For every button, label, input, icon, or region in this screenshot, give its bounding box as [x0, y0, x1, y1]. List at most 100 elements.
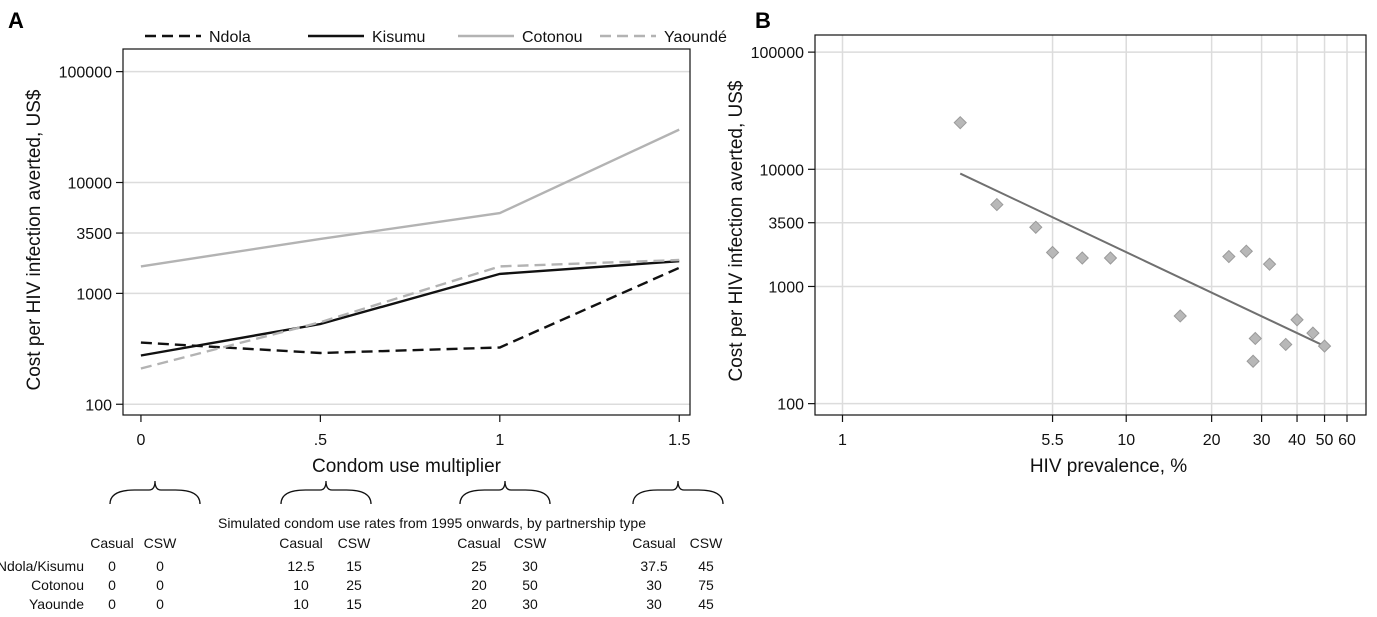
- x-tick-label: 20: [1203, 432, 1221, 449]
- table-cell: 20: [471, 577, 487, 593]
- data-point: [1290, 313, 1304, 327]
- panel-a-letter: A: [8, 8, 24, 33]
- table-cell: 0: [108, 577, 116, 593]
- col-header-csw: CSW: [514, 535, 547, 551]
- series-line-cotonou: [140, 128, 680, 268]
- data-point: [1248, 331, 1262, 346]
- x-tick-label: 10: [1117, 432, 1135, 449]
- condom-use-table: Simulated condom use rates from 1995 onw…: [0, 480, 724, 612]
- table-caption: Simulated condom use rates from 1995 onw…: [218, 515, 646, 531]
- y-axis-title: Cost per HIV infection averted, US$: [24, 89, 45, 390]
- x-tick-label: 1.5: [668, 432, 690, 449]
- legend: Ndola Kisumu Cotonou Yaoundé: [145, 29, 727, 46]
- x-tick-label: 60: [1338, 432, 1356, 449]
- table-cell: 30: [646, 596, 662, 612]
- table-cell: 0: [156, 596, 164, 612]
- col-header-casual: Casual: [632, 535, 676, 551]
- table-cell: 25: [471, 558, 487, 574]
- fit-line: [959, 172, 1325, 347]
- col-header-csw: CSW: [338, 535, 371, 551]
- data-point: [1262, 257, 1277, 271]
- panel-b-chart: 100 1000 3500 10000 100000 1 5.5 10 20 30 40 50 60 HI…: [726, 34, 1367, 477]
- x-tick-label: 30: [1253, 432, 1271, 449]
- row-label: Yaounde: [29, 596, 84, 612]
- table-cell: 15: [346, 596, 362, 612]
- col-header-csw: CSW: [144, 535, 177, 551]
- data-point: [1239, 244, 1254, 258]
- series-line-ndola: [140, 266, 680, 355]
- group-brace: [109, 480, 201, 505]
- table-cell: 15: [346, 558, 362, 574]
- data-point: [1317, 339, 1332, 353]
- data-point: [1029, 220, 1043, 234]
- x-tick-label: 40: [1288, 432, 1306, 449]
- table-cell: 37.5: [640, 558, 667, 574]
- legend-label: Ndola: [209, 29, 251, 46]
- row-label: Ndola/Kisumu: [0, 558, 84, 574]
- y-tick-label: 1000: [768, 279, 804, 296]
- row-label: Cotonou: [31, 577, 84, 593]
- group-brace: [632, 480, 724, 505]
- data-point: [1103, 251, 1118, 265]
- y-axis-title: Cost per HIV infection averted, US$: [726, 80, 747, 381]
- plot-frame-a: [122, 48, 691, 416]
- y-tick-label: 100: [85, 397, 112, 414]
- table-cell: 0: [156, 577, 164, 593]
- group-brace: [280, 480, 372, 505]
- table-cell: 0: [156, 558, 164, 574]
- x-axis-title: HIV prevalence, %: [1030, 456, 1187, 477]
- y-tick-label: 1000: [76, 286, 112, 303]
- table-cell: 10: [293, 596, 309, 612]
- legend-label: Yaoundé: [664, 29, 727, 46]
- y-tick-label: 10000: [68, 176, 113, 193]
- x-tick-label: 5.5: [1041, 432, 1063, 449]
- y-tick-label: 100000: [59, 65, 112, 82]
- table-cell: 0: [108, 596, 116, 612]
- data-point: [1075, 251, 1089, 265]
- table-cell: 75: [698, 577, 714, 593]
- col-header-casual: Casual: [457, 535, 501, 551]
- x-tick-label: 50: [1316, 432, 1334, 449]
- panel-a-chart: 100 1000 3500 10000 100000 0 .5 1 1.5 Condom use …: [24, 48, 691, 477]
- panel-b-letter: B: [755, 8, 771, 33]
- table-cell: 10: [293, 577, 309, 593]
- data-point: [1045, 245, 1060, 260]
- data-point: [1246, 354, 1260, 368]
- y-tick-label: 3500: [768, 216, 804, 233]
- table-cell: 0: [108, 558, 116, 574]
- y-tick-label: 100000: [751, 45, 804, 62]
- data-point: [1306, 326, 1320, 340]
- data-point: [1279, 337, 1293, 352]
- x-tick-label: 1: [838, 432, 847, 449]
- table-cell: 20: [471, 596, 487, 612]
- table-cell: 50: [522, 577, 538, 593]
- data-point: [990, 197, 1004, 212]
- data-point: [953, 115, 967, 130]
- y-tick-label: 3500: [76, 226, 112, 243]
- table-cell: 45: [698, 596, 714, 612]
- series-line-kisumu: [140, 260, 680, 357]
- x-tick-label: .5: [314, 432, 327, 449]
- col-header-casual: Casual: [279, 535, 323, 551]
- y-tick-label: 10000: [760, 162, 805, 179]
- group-brace: [459, 480, 551, 505]
- table-cell: 30: [646, 577, 662, 593]
- data-point: [1222, 249, 1236, 264]
- series-line-yaound: [140, 258, 680, 370]
- x-tick-label: 0: [136, 432, 145, 449]
- col-header-casual: Casual: [90, 535, 134, 551]
- data-point: [1173, 309, 1187, 323]
- plot-frame-b: [814, 34, 1367, 416]
- legend-label: Kisumu: [372, 29, 425, 46]
- y-tick-label: 100: [777, 397, 804, 414]
- table-cell: 25: [346, 577, 362, 593]
- table-cell: 30: [522, 596, 538, 612]
- table-cell: 12.5: [287, 558, 314, 574]
- x-tick-label: 1: [495, 432, 504, 449]
- table-cell: 30: [522, 558, 538, 574]
- legend-label: Cotonou: [522, 29, 583, 46]
- col-header-csw: CSW: [690, 535, 723, 551]
- table-cell: 45: [698, 558, 714, 574]
- x-axis-title: Condom use multiplier: [312, 456, 502, 477]
